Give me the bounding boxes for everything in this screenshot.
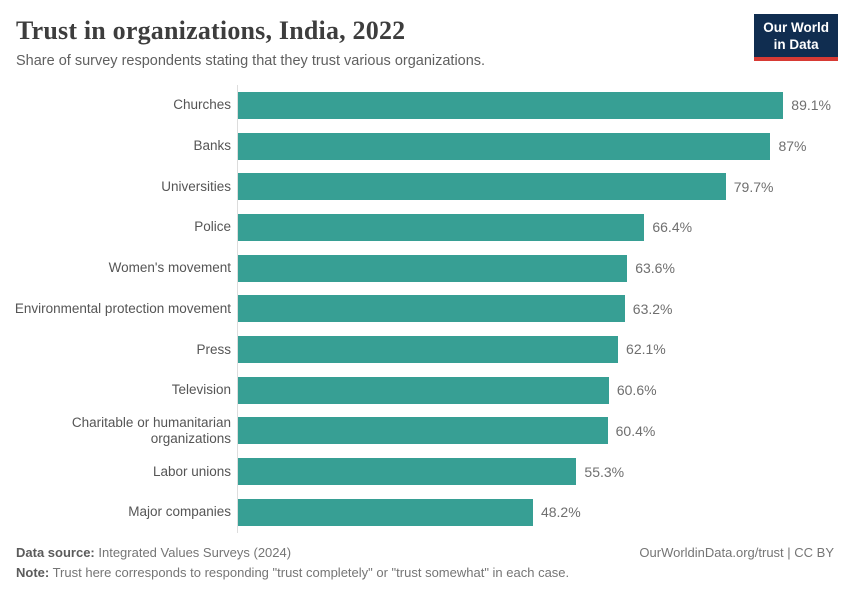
note-text: Trust here corresponds to responding "tr… [49, 564, 570, 580]
row-plot: 66.4% [237, 207, 850, 248]
bar-value-label: 60.4% [615, 422, 656, 439]
chart-row: Labor unions 55.3% [0, 451, 850, 492]
chart-row: Environmental protection movement 63.2% [0, 288, 850, 329]
category-label: Press [196, 341, 231, 357]
bar-value-label: 55.3% [584, 463, 625, 480]
category-label: Banks [193, 138, 231, 154]
category-label: Television [171, 382, 231, 398]
owid-logo[interactable]: Our World in Data [754, 14, 838, 61]
page-title: Trust in organizations, India, 2022 [16, 16, 406, 45]
bar[interactable] [238, 91, 784, 119]
bar[interactable] [238, 213, 645, 241]
category-label: Women's movement [108, 260, 231, 276]
page-subtitle: Share of survey respondents stating that… [16, 53, 486, 69]
row-plot: 63.2% [237, 288, 850, 329]
bar-value-label: 62.1% [626, 341, 666, 358]
category-label: Universities [161, 178, 231, 194]
bar-value-label: 63.6% [635, 260, 675, 277]
bar[interactable] [238, 458, 577, 486]
bar-value-label: 66.4% [652, 219, 693, 236]
category-label: Police [194, 219, 231, 235]
category-label: Charitable or humanitarian organizations [71, 414, 231, 446]
chart-row: Women's movement 63.6% [0, 248, 850, 289]
note-line: Note: Trust here corresponds to respondi… [16, 565, 569, 580]
row-plot: 55.3% [237, 451, 850, 492]
owid-logo-line2: in Data [773, 37, 819, 53]
bar[interactable] [238, 498, 533, 526]
row-plot: 48.2% [237, 492, 850, 533]
header: Trust in organizations, India, 2022 Shar… [0, 14, 850, 69]
bar-value-label: 63.2% [632, 300, 673, 317]
bar-value-label: 89.1% [791, 97, 831, 114]
note-label: Note: [16, 564, 50, 580]
bar[interactable] [238, 417, 608, 445]
bar[interactable] [238, 335, 619, 363]
chart-row: Universities 79.7% [0, 166, 850, 207]
chart-row: Press 62.1% [0, 329, 850, 370]
row-plot: 63.6% [237, 248, 850, 289]
header-text: Trust in organizations, India, 2022 Shar… [16, 16, 485, 69]
bar[interactable] [238, 376, 609, 404]
category-label: Labor unions [152, 463, 231, 479]
attribution-link[interactable]: OurWorldinData.org/trust | CC BY [639, 544, 834, 560]
category-label: Churches [173, 97, 231, 113]
category-label: Major companies [128, 504, 231, 520]
footer-left: Data source: Integrated Values Surveys (… [16, 545, 569, 580]
bar-value-label: 87% [778, 138, 807, 155]
row-plot: 79.7% [237, 166, 850, 207]
data-source-label: Data source: [16, 544, 95, 560]
bar[interactable] [238, 132, 771, 160]
row-plot: 60.4% [237, 411, 850, 452]
owid-logo-line1: Our World [763, 20, 829, 35]
row-plot: 87% [237, 126, 850, 167]
row-plot: 60.6% [237, 370, 850, 411]
chart-row: Banks 87% [0, 126, 850, 167]
category-label: Environmental protection movement [14, 300, 231, 316]
y-axis-line [237, 85, 238, 533]
bar-rows: Churches 89.1% Banks 87% Universities 79… [0, 85, 850, 533]
chart-row: Television 60.6% [0, 370, 850, 411]
bar[interactable] [238, 295, 625, 323]
footer: Data source: Integrated Values Surveys (… [0, 533, 850, 580]
chart-row: Charitable or humanitarian organizations… [0, 411, 850, 452]
bar[interactable] [238, 173, 726, 201]
bar[interactable] [238, 254, 628, 282]
chart-row: Churches 89.1% [0, 85, 850, 126]
row-plot: 62.1% [237, 329, 850, 370]
bar-value-label: 79.7% [733, 178, 774, 195]
bar-value-label: 48.2% [540, 504, 581, 521]
data-source-line: Data source: Integrated Values Surveys (… [16, 545, 569, 560]
chart-row: Police 66.4% [0, 207, 850, 248]
chart-row: Major companies 48.2% [0, 492, 850, 533]
bar-value-label: 60.6% [616, 382, 657, 399]
bar-chart: Churches 89.1% Banks 87% Universities 79… [0, 85, 850, 533]
data-source-text: Integrated Values Surveys (2024) [94, 544, 292, 560]
row-plot: 89.1% [237, 85, 850, 126]
